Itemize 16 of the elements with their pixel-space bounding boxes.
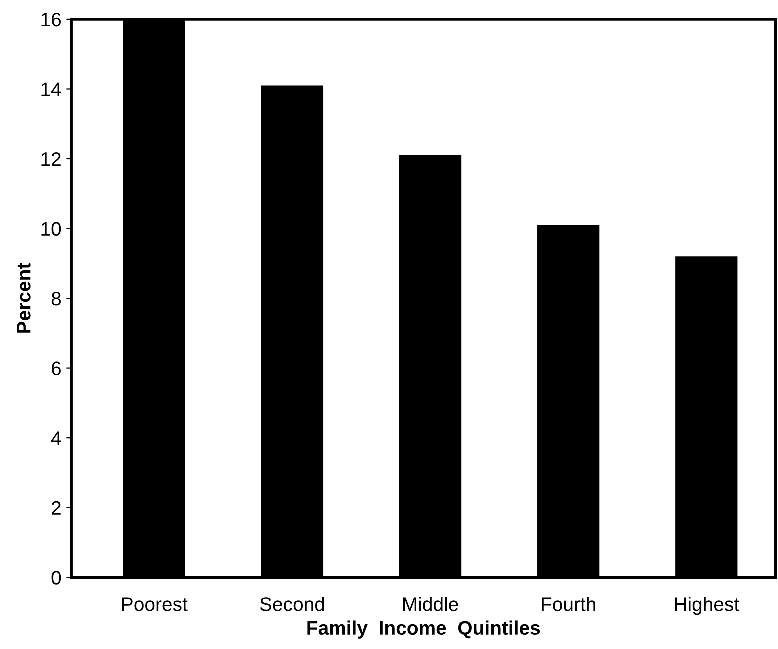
x-tick-label: Second: [260, 597, 324, 612]
y-tick-label: 12: [42, 152, 61, 166]
x-tick-label: Poorest: [122, 598, 188, 612]
y-tick-label: 4: [51, 432, 62, 446]
x-tick-label: Highest: [675, 597, 740, 616]
y-tick-label: 14: [42, 82, 62, 96]
y-axis-title: Percent: [17, 263, 31, 333]
x-tick-label: Middle: [403, 597, 458, 612]
x-axis-title: Family Income Quintiles: [308, 620, 540, 639]
y-tick-label: 8: [52, 292, 62, 306]
y-tick-label: 16: [42, 12, 61, 27]
y-tick-label: 6: [52, 362, 61, 376]
y-tick-label: 0: [52, 571, 62, 585]
y-tick-label: 10: [42, 222, 62, 236]
y-tick-label: 2: [52, 501, 61, 515]
x-tick-label: Fourth: [542, 597, 596, 612]
